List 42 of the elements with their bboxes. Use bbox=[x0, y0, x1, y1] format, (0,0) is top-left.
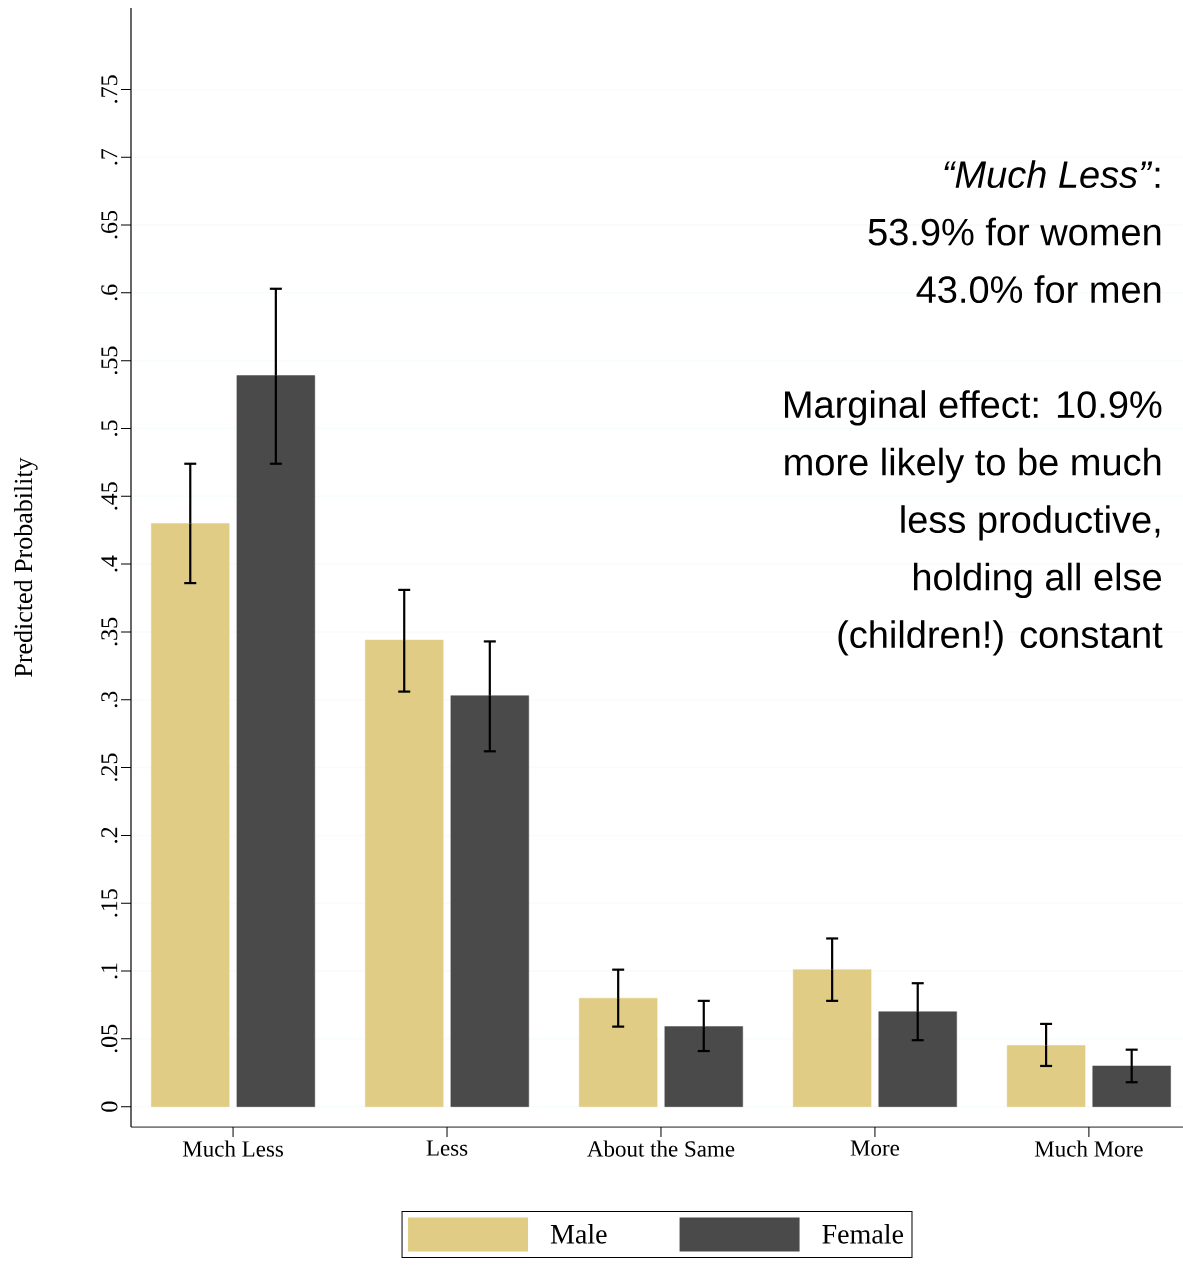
y-tick-label: .5 bbox=[101, 420, 118, 436]
x-tick-label: Much Less bbox=[182, 1140, 283, 1157]
y-tick-label: .3 bbox=[101, 691, 118, 708]
y-tick-label: .7 bbox=[101, 148, 118, 165]
bar bbox=[578, 997, 658, 1107]
y-tick-label: .45 bbox=[101, 482, 118, 510]
bar bbox=[365, 639, 444, 1107]
annotation: 53.9% for women bbox=[868, 217, 1161, 246]
legend-label: Female bbox=[822, 1223, 904, 1244]
bar bbox=[450, 695, 529, 1107]
y-tick-label: .4 bbox=[101, 555, 118, 572]
annotation: 43.0% for men bbox=[916, 275, 1161, 304]
y-tick-label: .75 bbox=[101, 75, 118, 103]
y-axis-title: Predicted Probability bbox=[13, 457, 38, 677]
y-tick-label: .2 bbox=[101, 827, 118, 843]
y-tick-label: .1 bbox=[101, 963, 118, 979]
y-tick-label: .65 bbox=[101, 210, 118, 239]
annotation: less productive, bbox=[901, 505, 1160, 541]
bar bbox=[1006, 1045, 1086, 1107]
bar bbox=[236, 375, 316, 1107]
legend-label: Male bbox=[550, 1223, 607, 1244]
y-tick-label: .55 bbox=[101, 346, 118, 375]
x-tick-label: More bbox=[850, 1140, 900, 1156]
y-tick-label: .35 bbox=[101, 617, 118, 646]
bar bbox=[1092, 1065, 1171, 1107]
x-tick-label: Less bbox=[426, 1140, 468, 1156]
x-tick-label: About the Same bbox=[587, 1140, 735, 1157]
bar bbox=[664, 1026, 743, 1107]
bar bbox=[151, 523, 230, 1107]
annotation: “Much Less”: bbox=[944, 160, 1160, 189]
bar bbox=[792, 969, 872, 1107]
y-tick-label: .6 bbox=[101, 284, 118, 301]
annotation: (children!) constant bbox=[838, 620, 1163, 656]
y-tick-label: .05 bbox=[101, 1024, 118, 1053]
y-tick-label: 0 bbox=[101, 1101, 118, 1112]
annotation: holding all else bbox=[914, 562, 1162, 599]
bar bbox=[878, 1011, 957, 1107]
x-tick-label: Much More bbox=[1034, 1140, 1143, 1157]
annotation: Marginal effect: 10.9% bbox=[785, 390, 1162, 426]
annotation: more likely to be much bbox=[785, 447, 1161, 484]
y-tick-label: .25 bbox=[101, 753, 118, 781]
y-tick-label: .15 bbox=[101, 889, 118, 917]
